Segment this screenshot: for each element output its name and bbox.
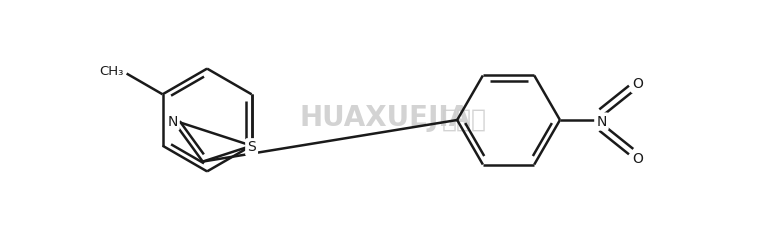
Text: O: O: [632, 77, 644, 91]
Text: N: N: [596, 114, 607, 128]
Text: 化学加: 化学加: [442, 108, 487, 132]
Text: HUAXUEJIA: HUAXUEJIA: [299, 104, 470, 132]
Text: CH₃: CH₃: [99, 65, 123, 78]
Text: S: S: [247, 140, 256, 154]
Text: N: N: [167, 114, 177, 128]
Text: O: O: [632, 152, 644, 166]
